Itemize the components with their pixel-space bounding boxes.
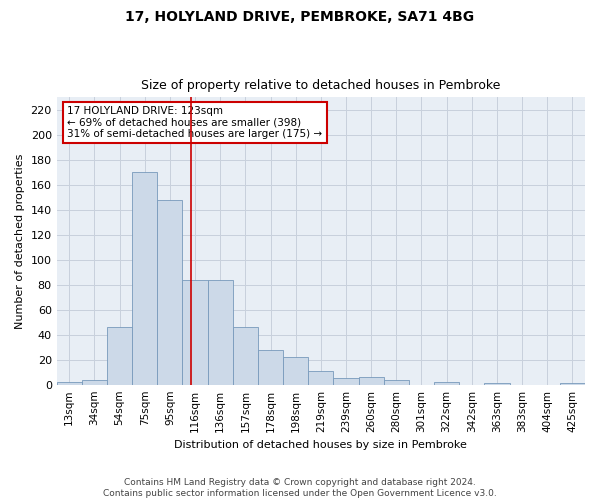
Text: Contains HM Land Registry data © Crown copyright and database right 2024.
Contai: Contains HM Land Registry data © Crown c…	[103, 478, 497, 498]
Bar	[434, 382, 459, 384]
Y-axis label: Number of detached properties: Number of detached properties	[15, 154, 25, 328]
Bar	[208, 280, 233, 384]
Bar	[308, 371, 334, 384]
Bar	[132, 172, 157, 384]
Bar	[157, 200, 182, 384]
Bar	[384, 380, 409, 384]
Bar	[283, 357, 308, 384]
Bar	[359, 377, 384, 384]
Bar	[334, 378, 359, 384]
Bar	[182, 280, 208, 384]
X-axis label: Distribution of detached houses by size in Pembroke: Distribution of detached houses by size …	[175, 440, 467, 450]
Text: 17 HOLYLAND DRIVE: 123sqm
← 69% of detached houses are smaller (398)
31% of semi: 17 HOLYLAND DRIVE: 123sqm ← 69% of detac…	[67, 106, 322, 139]
Bar	[233, 327, 258, 384]
Bar	[258, 350, 283, 384]
Title: Size of property relative to detached houses in Pembroke: Size of property relative to detached ho…	[141, 79, 500, 92]
Bar	[107, 327, 132, 384]
Bar	[56, 382, 82, 384]
Text: 17, HOLYLAND DRIVE, PEMBROKE, SA71 4BG: 17, HOLYLAND DRIVE, PEMBROKE, SA71 4BG	[125, 10, 475, 24]
Bar	[82, 380, 107, 384]
